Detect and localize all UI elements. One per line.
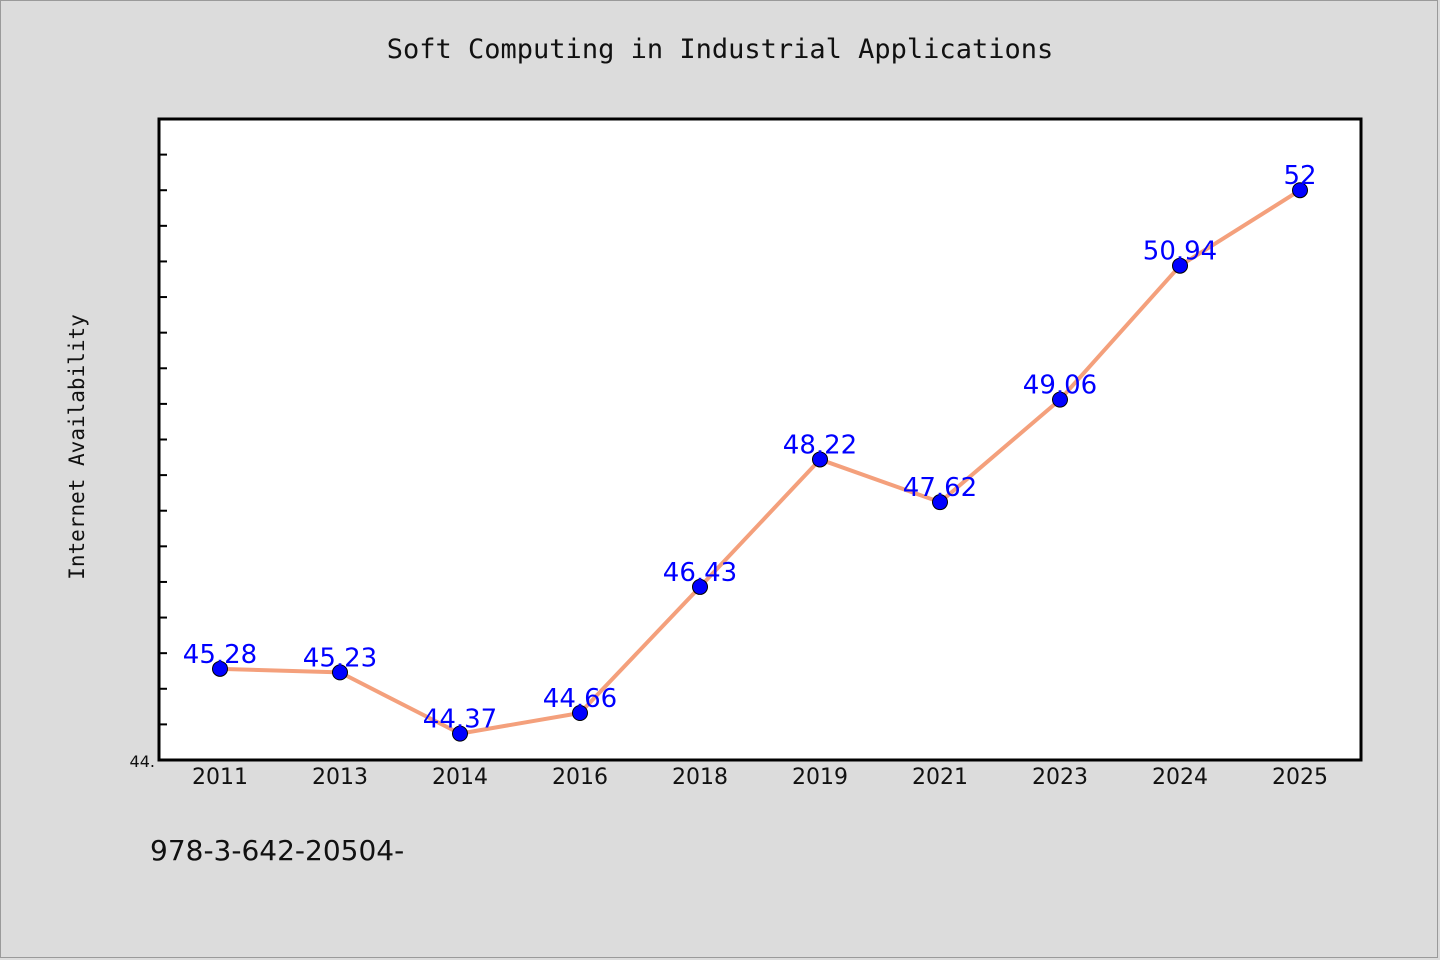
data-point xyxy=(692,578,708,595)
x-tick-label: 2018 xyxy=(672,765,728,790)
data-label: 50.94 xyxy=(1143,237,1217,267)
data-point xyxy=(1052,391,1068,408)
y-ticks: 44. xyxy=(130,153,167,771)
x-tick-label: 2019 xyxy=(792,765,848,790)
data-point xyxy=(932,494,948,511)
x-tick-label: 2021 xyxy=(912,765,968,790)
x-tick-label: 2014 xyxy=(432,765,488,790)
series-line xyxy=(219,188,1302,736)
data-point xyxy=(572,704,588,721)
data-label: 48.22 xyxy=(783,430,857,460)
x-tick-label: 2023 xyxy=(1032,765,1088,790)
data-point xyxy=(812,451,828,468)
data-point xyxy=(332,664,348,681)
y-tick-label: 44. xyxy=(130,752,155,771)
x-tick-label: 2024 xyxy=(1152,765,1208,790)
data-point xyxy=(1172,257,1188,274)
data-label: 49.06 xyxy=(1023,371,1097,401)
x-tick-labels: 2011 2013 2014 2016 2018 2019 2021 2023 2024 2025 xyxy=(192,765,1328,790)
plot-area xyxy=(157,117,1363,762)
data-point xyxy=(452,725,468,742)
data-label: 45.28 xyxy=(183,640,257,670)
data-point xyxy=(212,660,228,677)
x-tick-label: 2013 xyxy=(312,765,368,790)
data-label: 44.37 xyxy=(423,705,497,735)
data-label: 52 xyxy=(1283,161,1316,191)
data-labels: 45.28 45.23 44.37 44.66 46.43 48.22 47.62 49.06… xyxy=(183,161,1317,734)
data-label: 45.23 xyxy=(303,643,377,673)
chart-title: Soft Computing in Industrial Application… xyxy=(386,34,1054,65)
data-label: 44.66 xyxy=(543,684,617,714)
data-points xyxy=(212,182,1308,742)
data-label: 46.43 xyxy=(663,558,737,588)
data-label: 47.62 xyxy=(903,473,977,503)
x-tick-label: 2016 xyxy=(552,765,608,790)
x-tick-label: 2025 xyxy=(1272,765,1328,790)
data-point xyxy=(1292,182,1308,199)
x-tick-label: 2011 xyxy=(192,765,248,790)
footer-note: 978-3-642-20504- xyxy=(150,834,405,867)
